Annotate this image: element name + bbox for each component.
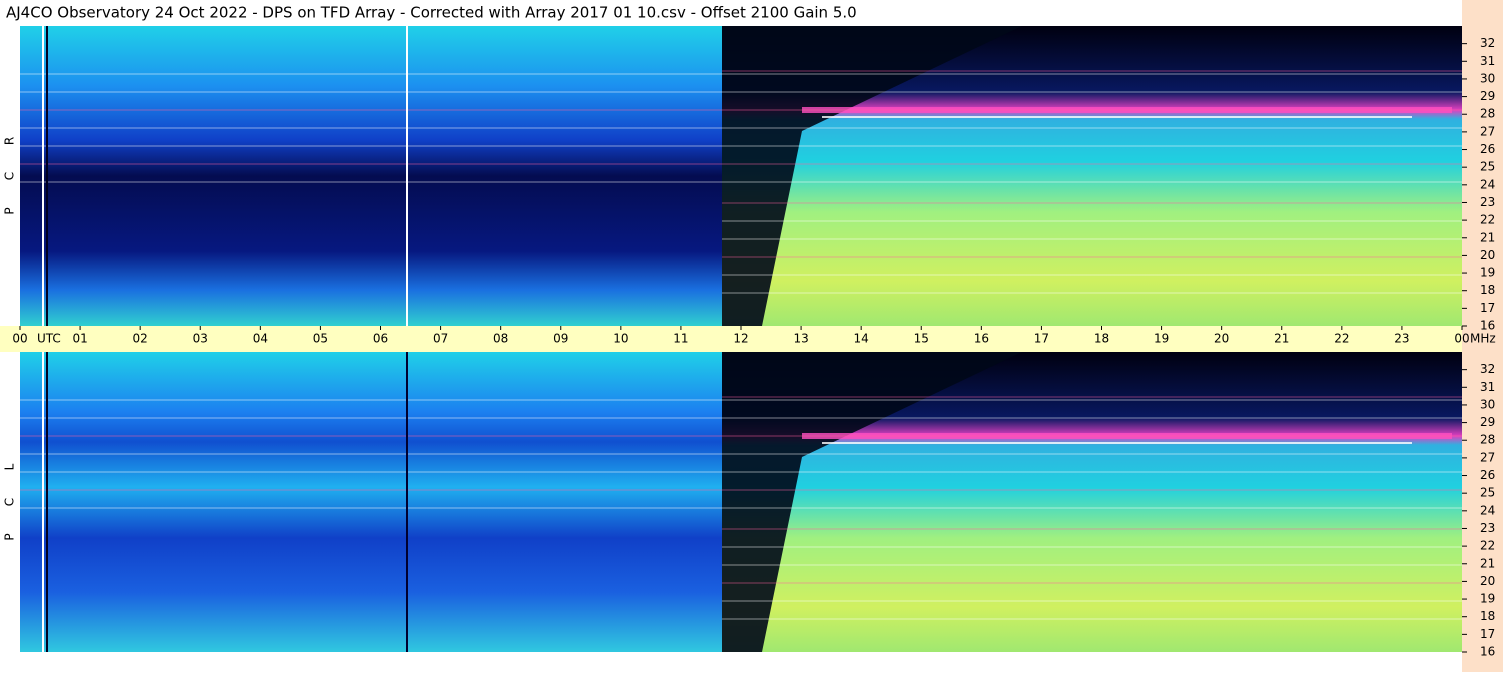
freq-unit: MHz: [1470, 332, 1496, 346]
y-tick-label: 20: [1480, 574, 1495, 588]
time-unit: UTC: [37, 332, 61, 346]
x-tick-label: 08: [493, 332, 508, 346]
panel-letter: C: [3, 172, 17, 180]
x-tick-label: 02: [133, 332, 148, 346]
y-tick-label: 16: [1480, 319, 1495, 333]
y-tick-label: 19: [1480, 592, 1495, 606]
x-tick-label: 22: [1334, 332, 1349, 346]
x-tick-label: 16: [974, 332, 989, 346]
y-tick-label: 29: [1480, 415, 1495, 429]
x-tick-label: 19: [1154, 332, 1169, 346]
y-tick-label: 22: [1480, 539, 1495, 553]
y-tick-label: 18: [1480, 609, 1495, 623]
y-tick-label: 32: [1480, 362, 1495, 376]
y-tick-label: 24: [1480, 503, 1495, 517]
x-tick-label: 20: [1214, 332, 1229, 346]
dark-wedge: [722, 352, 1022, 652]
y-tick-label: 30: [1480, 397, 1495, 411]
panel-letter: C: [3, 498, 17, 506]
panel-letter: P: [3, 533, 17, 540]
x-tick-label: 12: [733, 332, 748, 346]
panel-letter: P: [3, 207, 17, 214]
y-tick-label: 31: [1480, 54, 1495, 68]
y-tick-label: 26: [1480, 468, 1495, 482]
x-tick-label: 04: [253, 332, 268, 346]
storm-band-white: [822, 442, 1412, 444]
y-tick-label: 19: [1480, 266, 1495, 280]
y-tick-label: 29: [1480, 89, 1495, 103]
y-tick-label: 23: [1480, 195, 1495, 209]
y-tick-label: 18: [1480, 283, 1495, 297]
y-tick-label: 17: [1480, 301, 1495, 315]
y-tick-label: 25: [1480, 160, 1495, 174]
chart-title: AJ4CO Observatory 24 Oct 2022 - DPS on T…: [6, 4, 857, 22]
x-tick-label: 00: [1454, 332, 1469, 346]
spectrum-left: [20, 26, 722, 326]
storm-band-white: [822, 116, 1412, 118]
x-tick-label: 00: [12, 332, 27, 346]
x-tick-label: 07: [433, 332, 448, 346]
x-tick-label: 09: [553, 332, 568, 346]
x-tick-label: 10: [613, 332, 628, 346]
y-tick-label: 17: [1480, 627, 1495, 641]
y-tick-label: 28: [1480, 107, 1495, 121]
panel-letter: L: [3, 463, 17, 470]
x-tick-label: 21: [1274, 332, 1289, 346]
y-tick-label: 28: [1480, 433, 1495, 447]
y-tick-label: 26: [1480, 142, 1495, 156]
x-tick-label: 14: [854, 332, 869, 346]
y-tick-label: 23: [1480, 521, 1495, 535]
x-tick-label: 01: [72, 332, 87, 346]
freq-strip: [1462, 0, 1503, 672]
y-tick-label: 20: [1480, 248, 1495, 262]
x-tick-label: 05: [313, 332, 328, 346]
y-tick-label: 22: [1480, 213, 1495, 227]
y-tick-label: 32: [1480, 36, 1495, 50]
y-tick-label: 21: [1480, 230, 1495, 244]
spectrum-left: [20, 352, 722, 652]
y-tick-label: 31: [1480, 380, 1495, 394]
x-tick-label: 11: [673, 332, 688, 346]
dark-wedge: [722, 26, 1022, 326]
y-tick-label: 27: [1480, 124, 1495, 138]
panel-letter: R: [3, 137, 17, 145]
x-tick-label: 17: [1034, 332, 1049, 346]
time-strip: [0, 326, 1462, 352]
y-tick-label: 21: [1480, 556, 1495, 570]
y-tick-label: 16: [1480, 645, 1495, 659]
y-tick-label: 24: [1480, 177, 1495, 191]
x-tick-label: 03: [193, 332, 208, 346]
x-tick-label: 13: [793, 332, 808, 346]
y-tick-label: 30: [1480, 71, 1495, 85]
y-tick-label: 27: [1480, 450, 1495, 464]
x-tick-label: 23: [1394, 332, 1409, 346]
x-tick-label: 18: [1094, 332, 1109, 346]
y-tick-label: 25: [1480, 486, 1495, 500]
x-tick-label: 15: [914, 332, 929, 346]
x-tick-label: 06: [373, 332, 388, 346]
